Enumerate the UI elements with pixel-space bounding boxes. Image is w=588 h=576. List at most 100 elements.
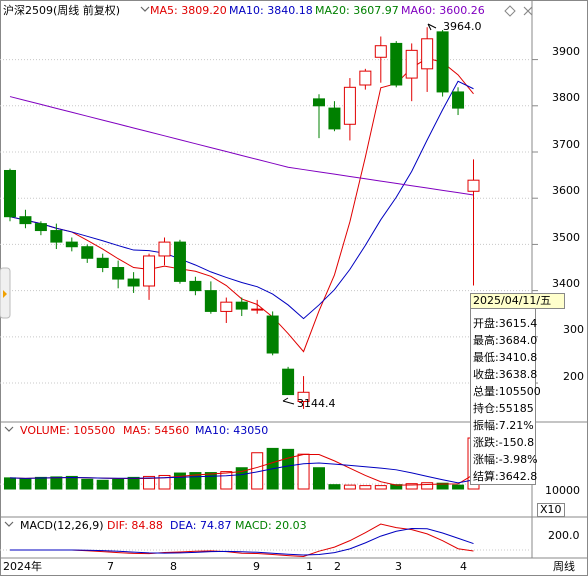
ma10-line [9,80,474,320]
candle-up [343,86,356,125]
volume-bar [158,474,171,490]
candle-down [235,301,248,310]
info-low: 最低:3410.8 [473,351,538,364]
xaxis-month-7: 7 [107,560,114,573]
volume-bar [65,475,78,490]
volume-bars [4,437,480,490]
volume-bar [127,476,140,490]
candle-down [390,42,403,86]
candle-down [34,223,47,232]
volume-bar [173,472,186,490]
candle-up [405,49,418,79]
volume-bar [220,471,233,490]
candle-down [112,267,125,280]
candle-up [421,38,434,70]
candle-up [359,70,372,86]
macd-ylabel: 200.0 [548,529,580,542]
volume-bar [204,472,217,490]
xaxis-month-2: 2 [334,560,341,573]
volume-bar [405,483,418,490]
volume-bar [343,484,356,490]
candle-up [467,179,480,192]
macd-chevron-down-icon[interactable] [4,521,14,527]
low-marker-arrow [282,397,295,405]
macd-lines [0,523,532,558]
volume-bar [50,476,63,490]
info-amplitude: 振幅:7.21% [473,419,534,432]
volume-bar [189,472,202,490]
info-close: 收盘:3638.8 [473,368,538,381]
xaxis-month-8: 8 [170,560,177,573]
ylabel-200: 200 [563,370,584,383]
info-settlement: 结算:3642.8 [473,470,538,483]
high-marker-label: 3964.0 [443,20,482,33]
close-icon[interactable] [523,6,533,16]
volume-bar [81,478,94,490]
volume-ma5-label: MA5: 54560 [123,424,190,437]
candle-up [158,241,171,257]
ma60-label: MA60: 3600.26 [401,4,485,17]
ylabel-3900: 3900 [552,45,580,58]
ylabel-3500: 3500 [552,231,580,244]
candle-down [65,241,78,248]
volume-bar [359,485,372,490]
candle-down [173,241,186,282]
volume-bar [282,448,295,490]
info-change-pct: 涨幅:-3.98% [473,453,538,466]
period-label[interactable]: 周线 [553,560,575,573]
candle-down [127,278,140,287]
xaxis-month-1: 1 [306,560,313,573]
chevron-right-icon [3,290,7,298]
volume-chevron-down-icon[interactable] [4,426,14,432]
candle-down [436,31,449,93]
volume-label: VOLUME: 105500 [20,424,116,437]
candle-down [96,257,109,269]
ylabel-3600: 3600 [552,184,580,197]
info-volume: 总量:105500 [473,385,541,398]
candle-up [143,255,156,287]
xaxis-year: 2024年 [3,560,42,573]
ma60-line [9,96,474,196]
ylabel-3400: 3400 [552,277,580,290]
ma5-label: MA5: 3809.20 [150,4,227,17]
volume-bar [452,484,465,490]
chevron-down-icon[interactable] [140,6,150,12]
volume-bar [112,478,125,490]
candle-down [452,91,465,109]
volume-unit: X10 [537,503,565,517]
candle-down [50,230,63,243]
info-change: 涨跌:-150.8 [473,436,535,449]
candlestick-series [4,27,480,409]
xaxis-month-4: 4 [460,560,467,573]
candle-down [266,315,279,354]
symbol-title[interactable]: 沪深2509(周线 前复权) [3,4,121,17]
volume-bar [313,467,325,490]
macd-value-label: MACD: 20.03 [235,519,307,532]
info-open-interest: 持仓:55185 [473,402,534,415]
candle-down [204,290,217,312]
ma20-label: MA20: 3607.97 [315,4,399,17]
info-date: 2025/04/11/五 [470,293,565,309]
volume-ma10-label: MA10: 43050 [195,424,269,437]
volume-ma-lines [9,453,474,486]
volume-bar [34,476,47,490]
info-high: 最高:3684.0 [473,334,538,347]
candle-down [189,280,202,292]
macd-label: MACD(12,26,9) [20,519,104,532]
candle-up [374,45,387,58]
candle-up [251,308,264,311]
xaxis-month-3: 3 [395,560,402,573]
diamond-icon[interactable] [504,5,516,17]
info-open: 开盘:3615.4 [473,317,538,330]
ylabel-300: 300 [563,323,584,336]
volume-bar [235,467,248,490]
macd-dif-line [10,523,474,558]
candle-down [282,368,295,396]
volume-bar [143,475,156,490]
macd-dif-label: DIF: 84.88 [107,519,163,532]
high-marker-arrow [427,23,437,31]
volume-ma10-line [9,462,474,484]
candle-down [4,169,16,218]
candle-down [313,98,325,107]
